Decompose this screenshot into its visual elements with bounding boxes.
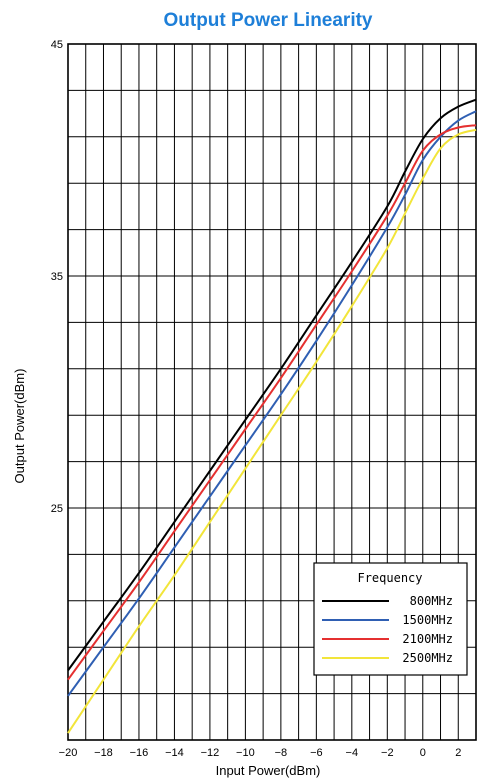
series-lines (67, 98, 477, 734)
x-tick-labels: −20 −18 −16 −14 −12 −10 −8 −6 −4 −2 0 2 (59, 747, 462, 759)
legend-label: 2500MHz (402, 651, 453, 665)
plot-frame (67, 43, 477, 741)
series-line-2500mhz (67, 128, 477, 734)
legend-title: Frequency (357, 571, 422, 585)
x-tick-label: 0 (420, 747, 426, 759)
y-tick-label: 45 (51, 39, 63, 51)
legend-items: 800MHz 1500MHz 2100MHz 2500MHz (322, 594, 453, 665)
x-tick-label: −4 (346, 747, 359, 759)
legend-label: 800MHz (410, 594, 453, 608)
x-tick-label: −10 (236, 747, 255, 759)
chart-title: Output Power Linearity (163, 10, 372, 31)
x-axis-label: Input Power(dBm) (216, 763, 321, 778)
series-line-2100mhz (67, 124, 477, 681)
x-tick-label: −14 (165, 747, 184, 759)
y-tick-label: 25 (51, 503, 63, 515)
x-tick-label: 2 (455, 747, 461, 759)
legend-label: 1500MHz (402, 613, 453, 627)
x-tick-label: −6 (310, 747, 323, 759)
series-line-800mhz (67, 98, 477, 671)
y-axis-label: Output Power(dBm) (12, 369, 27, 484)
y-tick-labels: 45 35 25 (51, 39, 63, 515)
series-line-1500mhz (67, 110, 477, 697)
x-tick-label: −20 (59, 747, 78, 759)
x-tick-label: −18 (94, 747, 113, 759)
legend-label: 2100MHz (402, 632, 453, 646)
legend: Frequency 800MHz 1500MHz 2100MHz 2500MHz (313, 562, 468, 676)
x-tick-label: −12 (201, 747, 220, 759)
x-tick-label: −2 (381, 747, 394, 759)
x-tick-label: −16 (130, 747, 149, 759)
x-tick-label: −8 (275, 747, 288, 759)
y-tick-label: 35 (51, 271, 63, 283)
